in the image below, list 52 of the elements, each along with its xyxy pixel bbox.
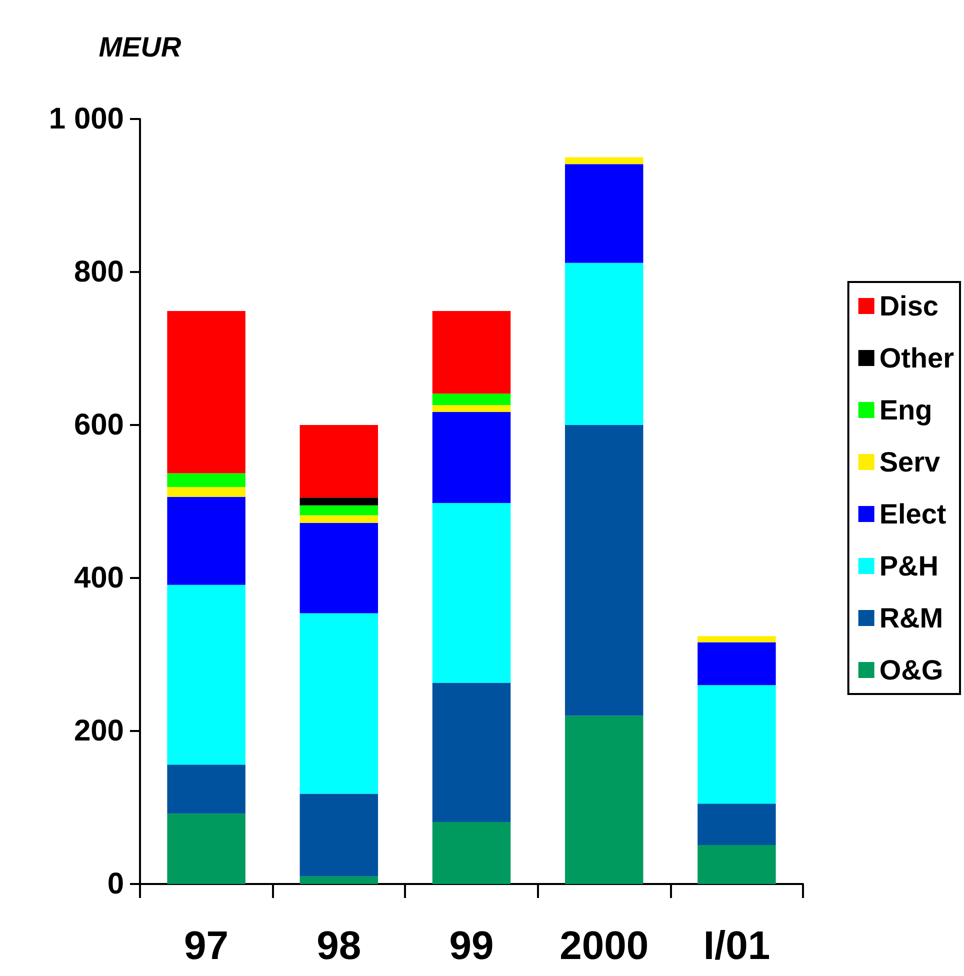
bar [432,822,511,884]
bar [167,814,246,884]
bar [167,486,246,497]
bar [698,636,776,642]
legend-label: O&G [879,654,944,686]
x-tick-label: 99 [449,924,494,968]
bar [167,584,246,765]
bar [167,311,246,474]
bar [300,515,378,523]
bar [300,425,378,498]
bar [564,425,644,716]
legend-label: Other [879,342,954,374]
y-axis-title: MEUR [98,32,182,62]
bar [300,522,378,614]
legend-label: Eng [879,394,932,426]
bar [300,613,378,794]
bar [698,844,776,884]
y-tick-label: 0 [107,868,124,900]
bar [698,804,776,845]
bar [564,716,644,884]
x-tick-label: 98 [316,924,362,968]
bar [432,412,511,504]
legend-label: P&H [879,550,938,582]
bar [167,496,246,585]
bar [432,682,511,822]
bar [300,505,378,516]
bar [432,394,511,406]
bar [432,503,511,683]
y-tick-label: 400 [74,562,124,594]
x-tick-label: 2000 [560,924,649,968]
bar [698,642,776,686]
legend-label: Elect [879,498,946,530]
bar [698,685,776,804]
bar [432,405,511,412]
bar [300,794,378,876]
bar [300,498,378,506]
y-tick-label: 200 [74,714,124,748]
bar [167,764,246,814]
bar [564,164,644,263]
legend-label: R&M [879,602,944,634]
bar [167,473,246,487]
y-tick-label: 1 000 [48,102,124,136]
y-tick-label: 800 [74,256,124,288]
bar [432,311,511,394]
x-tick-label: 97 [184,924,229,968]
legend-label: Serv [879,446,940,478]
y-tick-label: 600 [74,408,124,442]
bar [300,876,378,884]
bar [564,262,644,425]
legend-label: Disc [879,290,938,322]
x-tick-label: I/01 [703,924,770,968]
bar [564,157,644,164]
